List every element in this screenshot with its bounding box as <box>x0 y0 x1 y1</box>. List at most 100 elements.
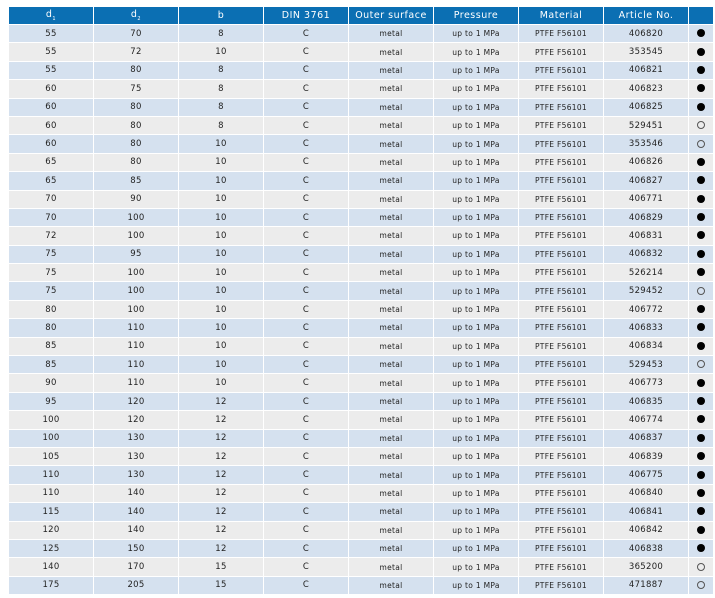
cell-d1: 85 <box>8 336 94 357</box>
cell-material: PTFE F56101 <box>518 60 604 81</box>
cell-b: 10 <box>178 318 264 338</box>
cell-pressure: up to 1 MPa <box>433 428 519 448</box>
cell-d2: 120 <box>93 410 179 430</box>
header-availability <box>688 6 714 25</box>
cell-d1: 110 <box>8 483 94 504</box>
cell-outer-surface: metal <box>348 391 434 412</box>
cell-material: PTFE F56101 <box>518 134 604 154</box>
cell-d1: 75 <box>8 263 94 283</box>
cell-outer-surface: metal <box>348 60 434 81</box>
cell-outer-surface: metal <box>348 263 434 283</box>
cell-d2: 205 <box>93 575 179 596</box>
cell-availability <box>688 318 714 338</box>
cell-d1: 90 <box>8 373 94 393</box>
cell-pressure: up to 1 MPa <box>433 318 519 338</box>
cell-material: PTFE F56101 <box>518 152 604 173</box>
cell-pressure: up to 1 MPa <box>433 336 519 357</box>
cell-pressure: up to 1 MPa <box>433 465 519 485</box>
cell-article-no: 406833 <box>603 318 689 338</box>
cell-b: 10 <box>178 171 264 191</box>
cell-d1: 80 <box>8 299 94 320</box>
open-circle-icon <box>697 562 705 571</box>
cell-d2: 140 <box>93 483 179 504</box>
cell-b: 12 <box>178 446 264 467</box>
cell-material: PTFE F56101 <box>518 207 604 228</box>
cell-din: C <box>263 42 349 62</box>
cell-d2: 80 <box>93 134 179 154</box>
cell-d1: 125 <box>8 538 94 559</box>
cell-d1: 100 <box>8 428 94 448</box>
cell-d2: 90 <box>93 189 179 209</box>
cell-din: C <box>263 189 349 209</box>
cell-d1: 55 <box>8 42 94 62</box>
cell-availability <box>688 226 714 246</box>
cell-d2: 72 <box>93 42 179 62</box>
cell-outer-surface: metal <box>348 226 434 246</box>
cell-pressure: up to 1 MPa <box>433 263 519 283</box>
cell-outer-surface: metal <box>348 299 434 320</box>
cell-d1: 75 <box>8 244 94 265</box>
cell-d2: 150 <box>93 538 179 559</box>
cell-b: 10 <box>178 281 264 301</box>
cell-article-no: 406842 <box>603 520 689 540</box>
cell-material: PTFE F56101 <box>518 299 604 320</box>
cell-article-no: 406837 <box>603 428 689 448</box>
cell-outer-surface: metal <box>348 446 434 467</box>
cell-d1: 60 <box>8 115 94 136</box>
cell-d2: 80 <box>93 152 179 173</box>
cell-outer-surface: metal <box>348 42 434 62</box>
cell-availability <box>688 23 714 44</box>
cell-d1: 105 <box>8 446 94 467</box>
cell-pressure: up to 1 MPa <box>433 115 519 136</box>
cell-b: 12 <box>178 391 264 412</box>
cell-outer-surface: metal <box>348 318 434 338</box>
cell-pressure: up to 1 MPa <box>433 23 519 44</box>
cell-b: 8 <box>178 79 264 99</box>
cell-outer-surface: metal <box>348 97 434 117</box>
filled-circle-icon <box>697 305 705 314</box>
cell-article-no: 406838 <box>603 538 689 559</box>
filled-circle-icon <box>697 323 705 332</box>
cell-din: C <box>263 152 349 173</box>
cell-material: PTFE F56101 <box>518 189 604 209</box>
cell-outer-surface: metal <box>348 23 434 44</box>
cell-availability <box>688 299 714 320</box>
cell-outer-surface: metal <box>348 281 434 301</box>
cell-d2: 100 <box>93 226 179 246</box>
filled-circle-icon <box>697 452 705 461</box>
cell-b: 15 <box>178 575 264 596</box>
cell-pressure: up to 1 MPa <box>433 189 519 209</box>
cell-material: PTFE F56101 <box>518 483 604 504</box>
cell-availability <box>688 575 714 596</box>
cell-b: 10 <box>178 373 264 393</box>
cell-material: PTFE F56101 <box>518 23 604 44</box>
cell-d1: 115 <box>8 502 94 522</box>
cell-pressure: up to 1 MPa <box>433 244 519 265</box>
cell-b: 12 <box>178 428 264 448</box>
cell-d1: 55 <box>8 23 94 44</box>
cell-b: 12 <box>178 483 264 504</box>
filled-circle-icon <box>697 84 705 93</box>
cell-d2: 110 <box>93 355 179 375</box>
cell-outer-surface: metal <box>348 355 434 375</box>
cell-article-no: 406832 <box>603 244 689 265</box>
cell-pressure: up to 1 MPa <box>433 207 519 228</box>
header-b: b <box>178 6 264 25</box>
cell-d1: 120 <box>8 520 94 540</box>
cell-material: PTFE F56101 <box>518 42 604 62</box>
cell-d1: 55 <box>8 60 94 81</box>
cell-din: C <box>263 428 349 448</box>
filled-circle-icon <box>697 194 705 203</box>
cell-din: C <box>263 244 349 265</box>
cell-availability <box>688 171 714 191</box>
